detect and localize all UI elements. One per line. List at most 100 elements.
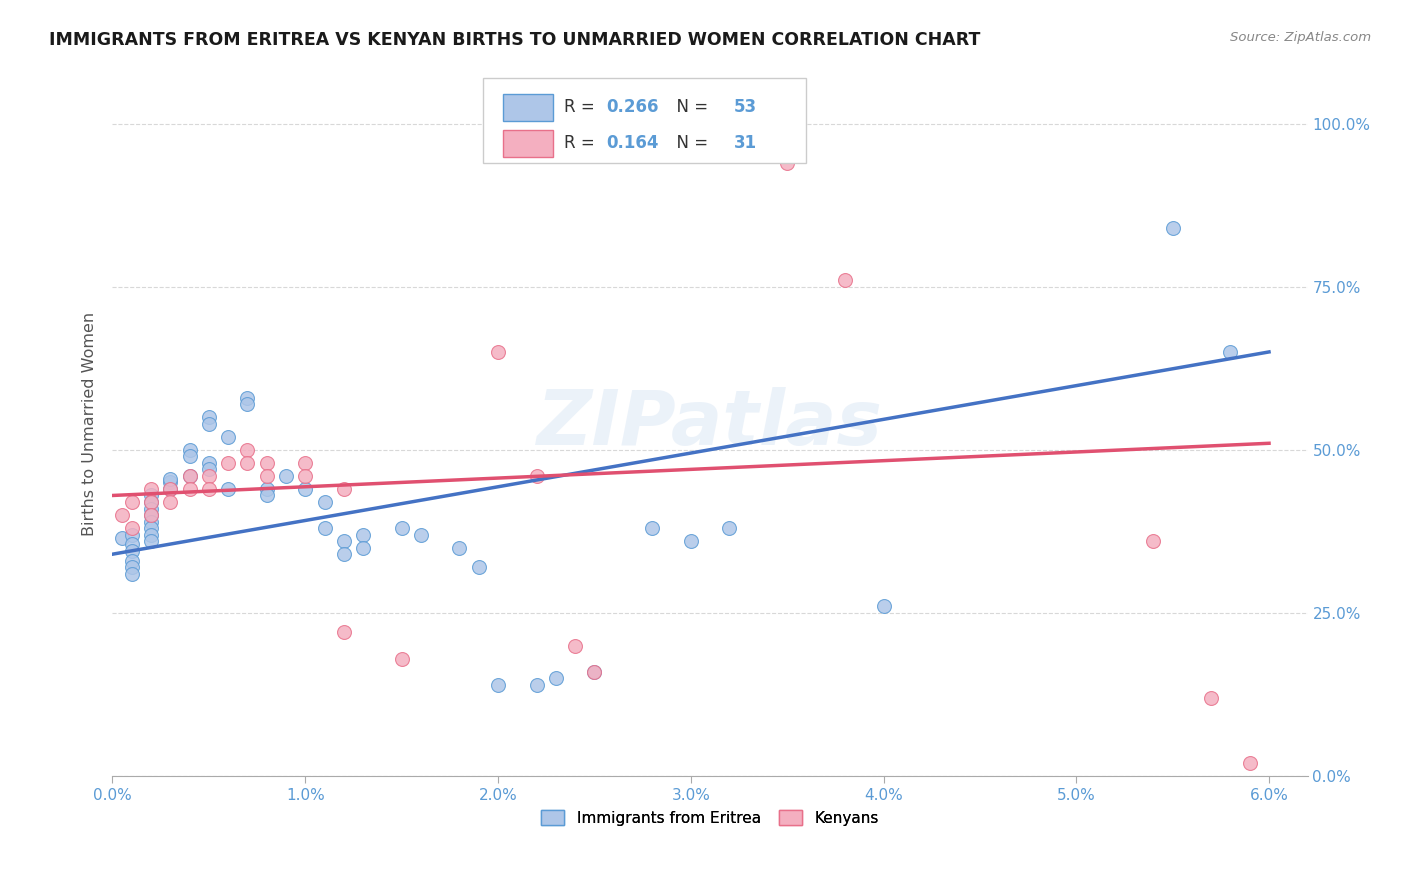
Legend: Immigrants from Eritrea, Kenyans: Immigrants from Eritrea, Kenyans [536,804,884,832]
Point [486,678,509,692]
Point [111,508,134,522]
FancyBboxPatch shape [484,78,806,163]
Point [679,534,702,549]
Point [139,515,162,529]
Point [1199,690,1222,705]
Point [391,651,413,665]
Text: 31: 31 [734,134,756,153]
Point [121,566,143,581]
Bar [503,94,554,120]
Point [1239,756,1261,770]
Point [314,495,336,509]
Point [526,469,548,483]
Point [1219,345,1241,359]
Point [217,430,239,444]
Point [274,469,297,483]
Point [179,469,201,483]
Text: ZIPatlas: ZIPatlas [537,387,883,460]
Point [718,521,741,535]
Point [139,495,162,509]
Point [121,527,143,541]
Point [159,482,181,496]
Point [121,495,143,509]
Text: 0.266: 0.266 [606,98,658,116]
Point [198,410,221,425]
Point [352,541,374,555]
Point [139,508,162,522]
Point [179,442,201,457]
Point [333,482,356,496]
Point [1142,534,1164,549]
Point [256,482,278,496]
Point [256,469,278,483]
Point [139,488,162,502]
Point [121,554,143,568]
Point [198,482,221,496]
Point [333,534,356,549]
Text: N =: N = [666,134,713,153]
Point [198,469,221,483]
Point [217,482,239,496]
Text: N =: N = [666,98,713,116]
Point [294,482,316,496]
Point [198,417,221,431]
Point [179,469,201,483]
Point [1161,221,1184,235]
Point [467,560,489,574]
Point [198,462,221,476]
Point [236,391,259,405]
Point [121,560,143,574]
Point [139,527,162,541]
Text: 0.164: 0.164 [606,134,658,153]
Text: 53: 53 [734,98,756,116]
Point [294,469,316,483]
Point [294,456,316,470]
Point [583,665,606,679]
Point [111,531,134,545]
Point [139,501,162,516]
Point [256,456,278,470]
Point [217,456,239,470]
Y-axis label: Births to Unmarried Women: Births to Unmarried Women [82,311,97,536]
Point [314,521,336,535]
Point [449,541,471,555]
Point [641,521,664,535]
Point [333,625,356,640]
Point [544,671,567,685]
Point [159,475,181,490]
Text: Source: ZipAtlas.com: Source: ZipAtlas.com [1230,31,1371,45]
Point [872,599,894,614]
Point [256,488,278,502]
Point [139,508,162,522]
Point [409,527,432,541]
Point [159,472,181,486]
Point [179,450,201,464]
Point [236,442,259,457]
Point [139,482,162,496]
Point [236,397,259,411]
Point [526,678,548,692]
Point [179,482,201,496]
Point [139,521,162,535]
Point [352,527,374,541]
Point [121,537,143,551]
Point [486,345,509,359]
Point [333,547,356,561]
Point [198,456,221,470]
Point [139,534,162,549]
Point [159,495,181,509]
Point [121,544,143,558]
Point [776,155,799,169]
Point [391,521,413,535]
Point [159,482,181,496]
Text: IMMIGRANTS FROM ERITREA VS KENYAN BIRTHS TO UNMARRIED WOMEN CORRELATION CHART: IMMIGRANTS FROM ERITREA VS KENYAN BIRTHS… [49,31,980,49]
Point [564,639,586,653]
Text: R =: R = [564,98,600,116]
Point [139,495,162,509]
Bar [503,130,554,157]
Point [121,521,143,535]
Text: R =: R = [564,134,600,153]
Point [583,665,606,679]
Point [236,456,259,470]
Point [834,273,856,287]
